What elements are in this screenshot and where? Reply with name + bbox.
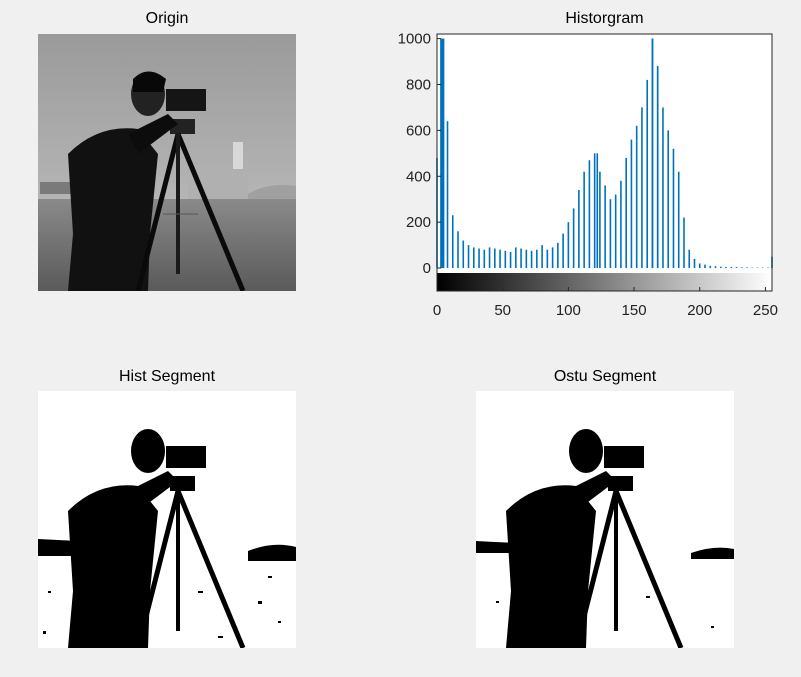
- histogram-bar: [725, 266, 727, 269]
- histogram-bar: [467, 245, 470, 269]
- histogram-bar: [525, 249, 528, 269]
- histogram-bar: [530, 250, 533, 269]
- histogram-bar: [546, 249, 549, 269]
- y-tick-label: 600: [406, 122, 431, 139]
- y-tick-label: 0: [423, 260, 431, 277]
- histogram-bar: [635, 125, 638, 269]
- histogram-bar: [567, 222, 570, 269]
- histogram-bar: [572, 208, 575, 269]
- histogram-bar: [625, 157, 627, 269]
- histogram-bar: [478, 248, 480, 269]
- origin-title: Origin: [145, 10, 189, 27]
- histogram-peak-bar: [442, 38, 445, 269]
- histogram-bar: [494, 248, 496, 269]
- histogram-bar: [562, 233, 564, 269]
- histogram-peak-bar: [440, 38, 442, 269]
- y-tick-label: 1000: [398, 31, 431, 48]
- histogram-bar: [578, 190, 580, 269]
- histogram-bar: [719, 266, 722, 269]
- histogram-bar: [746, 267, 748, 269]
- x-tick-label: 250: [753, 302, 778, 319]
- x-tick-label: 100: [556, 302, 581, 319]
- histogram-bar: [740, 267, 743, 269]
- histogram-bar: [551, 247, 554, 269]
- histogram-bar: [704, 264, 706, 269]
- histogram-title: Historgram: [565, 10, 644, 27]
- histogram-bar: [599, 171, 601, 269]
- histogram-bar: [604, 185, 606, 269]
- histogram-bar: [593, 153, 596, 269]
- histogram-bar: [709, 265, 712, 269]
- histogram-ticks: 0 50 100 150 200 250 0 200 400 600 800 1000: [398, 31, 778, 319]
- y-tick-label: 400: [406, 168, 431, 185]
- histogram-bar: [641, 107, 643, 269]
- origin-image: [38, 34, 296, 291]
- histogram-bar: [730, 266, 733, 269]
- ostu-segment-title: Ostu Segment: [553, 368, 657, 385]
- ostu-segment-image: [476, 391, 734, 648]
- histogram-bar: [683, 217, 685, 269]
- histogram-bar: [541, 245, 543, 269]
- histogram-bars: [436, 38, 773, 269]
- histogram-bar: [677, 171, 680, 269]
- histogram-bar: [630, 139, 633, 269]
- histogram-bar: [614, 194, 617, 269]
- histogram-bar: [457, 231, 459, 269]
- histogram-bar: [588, 160, 591, 269]
- histogram-bar: [662, 107, 664, 269]
- histogram-bar: [693, 258, 696, 269]
- histogram-bar: [472, 247, 475, 269]
- histogram-bar: [451, 215, 454, 269]
- y-tick-label: 200: [406, 214, 431, 231]
- histogram-bar: [646, 79, 648, 269]
- histogram-bar: [609, 199, 612, 269]
- hist-segment-image: [38, 391, 296, 648]
- histogram-bar: [620, 180, 622, 269]
- histogram-bar: [698, 263, 701, 269]
- histogram-bar: [672, 148, 675, 269]
- histogram-peak-bar: [656, 66, 659, 269]
- y-tick-label: 800: [406, 76, 431, 93]
- histogram-bar: [688, 249, 691, 269]
- histogram-bar: [583, 171, 585, 269]
- histogram-bar: [499, 249, 501, 269]
- histogram-bar: [557, 242, 559, 269]
- x-tick-label: 0: [433, 302, 441, 319]
- histogram-bar: [441, 38, 444, 269]
- hist-segment-title: Hist Segment: [118, 368, 216, 385]
- x-tick-label: 150: [622, 302, 647, 319]
- histogram-bar: [536, 249, 538, 269]
- histogram-peak-bar: [596, 153, 599, 269]
- histogram-bar: [488, 247, 491, 269]
- histogram-bar: [520, 248, 522, 269]
- histogram-bar: [504, 250, 507, 269]
- histogram-bar: [483, 249, 486, 269]
- histogram-bar: [446, 121, 449, 269]
- x-tick-label: 50: [494, 302, 511, 319]
- grayscale-colorbar: [437, 273, 772, 291]
- histogram-peak-bar: [651, 38, 654, 269]
- histogram-bar: [714, 266, 717, 269]
- histogram-bar: [667, 130, 670, 269]
- histogram-bar: [462, 240, 465, 269]
- histogram-bar: [509, 251, 512, 269]
- histogram-bar: [735, 267, 738, 269]
- x-tick-label: 200: [687, 302, 712, 319]
- histogram-bar: [515, 247, 517, 269]
- histogram-axes-frame: [436, 33, 773, 292]
